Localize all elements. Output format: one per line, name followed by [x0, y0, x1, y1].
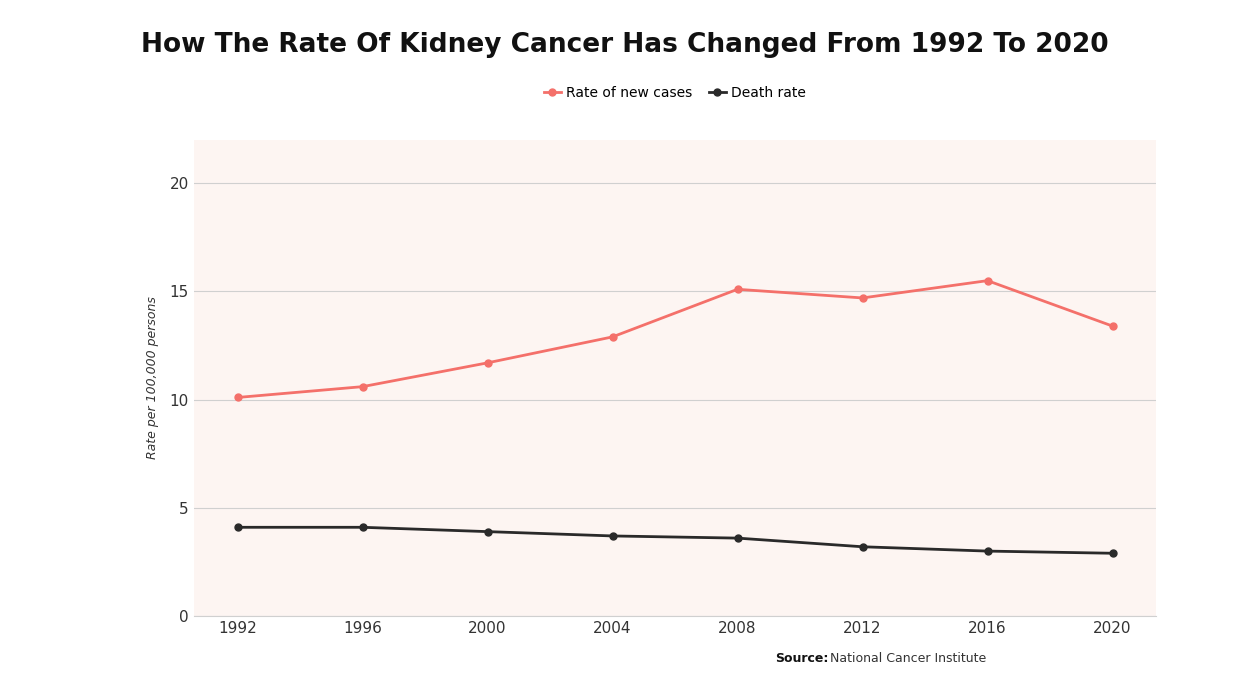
Y-axis label: Rate per 100,000 persons: Rate per 100,000 persons [145, 297, 159, 459]
Text: How The Rate Of Kidney Cancer Has Changed From 1992 To 2020: How The Rate Of Kidney Cancer Has Change… [141, 32, 1109, 59]
Legend: Rate of new cases, Death rate: Rate of new cases, Death rate [539, 80, 811, 106]
Text: National Cancer Institute: National Cancer Institute [826, 652, 986, 664]
Text: Source:: Source: [775, 652, 829, 664]
